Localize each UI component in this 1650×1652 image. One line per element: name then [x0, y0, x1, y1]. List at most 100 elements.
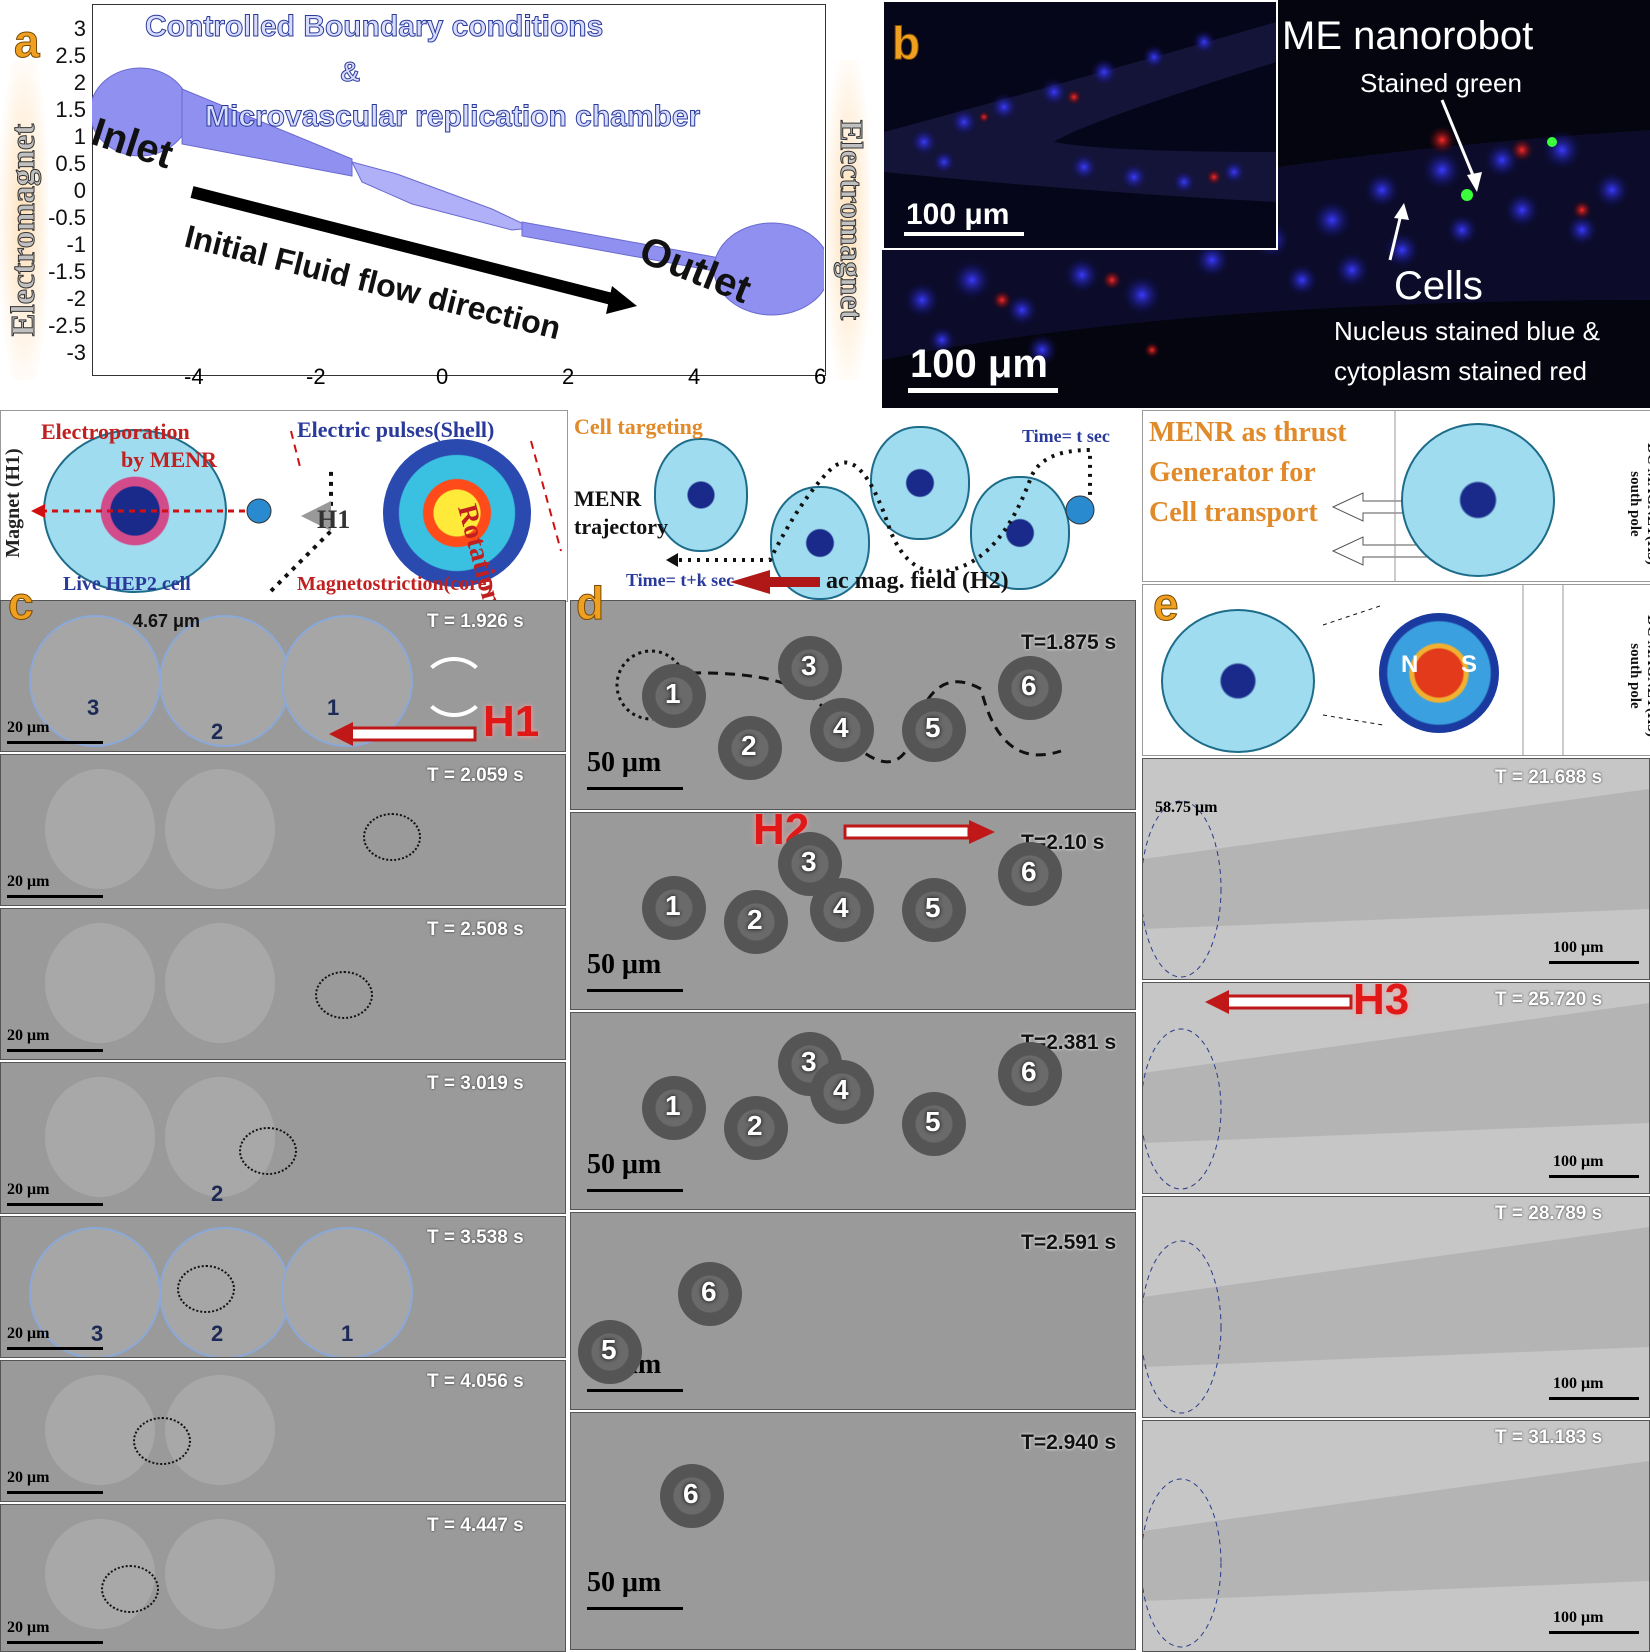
- y-tick: -1.5: [48, 259, 86, 284]
- h1-field-arrow: [329, 722, 477, 746]
- outlet-reservoir: [713, 222, 824, 316]
- panel-e-cell: [1161, 609, 1315, 753]
- electromagnet-left-bar: [0, 60, 48, 380]
- nanorobot-label: ME nanorobot: [1282, 14, 1534, 58]
- scale-bar: [7, 1641, 103, 1644]
- panel-letter-e: e: [1153, 578, 1180, 630]
- time-t-label: Time= t sec: [1022, 426, 1110, 446]
- scale-bar: [7, 741, 103, 744]
- schematic-panel-e: e N S DC MAGNET(H3) south pole: [1142, 578, 1650, 756]
- electroporation-line2: by MENR: [121, 447, 217, 472]
- cell-number: 6: [1021, 856, 1037, 887]
- cell-number: 3: [801, 1046, 817, 1077]
- y-axis-ticks: 3 2.5 2 1.5 1 0.5 0 -0.5 -1 -1.5 -2 -2.5…: [40, 10, 88, 370]
- cell-blob: [998, 1042, 1062, 1106]
- frame-time: T = 3.019 s: [427, 1073, 524, 1094]
- scale-label: 100 μm: [1553, 1375, 1604, 1392]
- panel-letter-b: b: [891, 17, 921, 69]
- cell-number: 2: [747, 1110, 763, 1141]
- panel-a: Electromagnet a 3 2.5 2 1.5 1 0.5 0 -0.5…: [0, 0, 870, 390]
- cell-number: 3: [801, 846, 817, 877]
- schematic-electroporation: Magnet (H1) Electroporation by MENR Elec…: [0, 410, 568, 610]
- panel-d: T=1.875 s 50 μm H2 T=2.10 s 50 μm T=2.38…: [570, 600, 1136, 1650]
- scale-bar: [587, 1189, 683, 1192]
- panel-e-frame: T = 31.183 s 100 μm: [1142, 1420, 1650, 1652]
- cell-number: 4: [833, 1074, 849, 1105]
- stain-line2: cytoplasm stained red: [1334, 356, 1587, 386]
- electromagnet-left-label: Electromagnet: [5, 123, 43, 337]
- cell-blob: [902, 1092, 966, 1156]
- electric-pulses-label: Electric pulses(Shell): [297, 417, 495, 442]
- scale-label: 50 μm: [587, 949, 662, 980]
- scale-bar: [587, 1389, 683, 1392]
- cell-blob: [810, 698, 874, 762]
- cell-number: 4: [833, 712, 849, 743]
- frame-time: T = 4.447 s: [427, 1515, 524, 1536]
- scale-label: 20 μm: [7, 873, 50, 890]
- cell-number: 2: [211, 1321, 224, 1346]
- h3-field-arrow: [1205, 990, 1353, 1014]
- magnetostriction-sphere: [383, 439, 531, 587]
- y-tick: 2: [73, 70, 86, 95]
- frame-time: T = 4.056 s: [427, 1371, 524, 1392]
- scale-label: 20 μm: [7, 1325, 50, 1342]
- cell-blob: [902, 698, 966, 762]
- h1-label: H1: [483, 697, 540, 746]
- panel-d-frame: T=2.591 s 50 μm: [570, 1212, 1136, 1410]
- electroporation-line1: Electroporation: [41, 419, 190, 444]
- y-tick: -3: [66, 340, 86, 365]
- cell-number: 1: [665, 890, 681, 921]
- y-tick: 0.5: [55, 151, 86, 176]
- panel-c-frame: T = 4.447 s 20 μm: [0, 1504, 566, 1652]
- panel-a-title-line2: &: [339, 56, 361, 88]
- stained-green-label: Stained green: [1360, 68, 1522, 98]
- frame-time: T = 2.508 s: [427, 919, 524, 940]
- cell-blob: [678, 1262, 742, 1326]
- cell-blob: [902, 878, 966, 942]
- y-tick: 1.5: [55, 97, 86, 122]
- panel-d-frame: T=2.940 s 50 μm: [570, 1412, 1136, 1650]
- s-pole-label: S: [1461, 651, 1478, 678]
- cell-number: 5: [925, 712, 941, 743]
- live-cell-label: Live HEP2 cell: [63, 573, 191, 595]
- panel-e: T = 21.688 s 58.75 μm 100 μm H3 T = 25.7…: [1142, 758, 1650, 1652]
- panel-a-title-line1: Controlled Boundary conditions: [144, 10, 604, 44]
- cell-number: 6: [683, 1478, 699, 1509]
- cell-number: 3: [87, 695, 100, 720]
- scale-label: 50 μm: [587, 747, 662, 778]
- cell-number: 5: [601, 1334, 617, 1365]
- capillary: [1143, 789, 1649, 978]
- cell-number: 2: [747, 904, 763, 935]
- cell-number: 2: [211, 1181, 224, 1206]
- cell-blob: [660, 1464, 724, 1528]
- panel-b: 100 μm b ME nanorobot Stained green Cell…: [882, 0, 1650, 408]
- panel-c-frame: T = 3.019 s 2 20 μm: [0, 1062, 566, 1214]
- magnetostriction-label: Magnetostriction(core): [297, 573, 494, 595]
- inlet-channel: [181, 88, 353, 177]
- distance-label: 58.75 μm: [1155, 799, 1218, 816]
- frame-time: T = 31.183 s: [1495, 1427, 1603, 1448]
- scale-bar: [1549, 1397, 1639, 1400]
- scale-label: 50 μm: [587, 1567, 662, 1598]
- y-tick: -1: [66, 232, 86, 257]
- cell-number: 4: [833, 892, 849, 923]
- panel-c-frame: T = 2.508 s 20 μm: [0, 908, 566, 1060]
- scale-bar: [1549, 1175, 1639, 1178]
- frame-time: T = 21.688 s: [1495, 767, 1603, 788]
- frame-time: T=1.875 s: [1021, 631, 1117, 654]
- cell-number: 5: [925, 892, 941, 923]
- panel-c-frame: T = 3.538 s 3 2 1 20 μm: [0, 1216, 566, 1358]
- scale-bar: [587, 989, 683, 992]
- thrust-line1: MENR as thrust: [1149, 417, 1347, 448]
- y-tick: 0: [73, 178, 86, 203]
- cell-number: 6: [1021, 1056, 1037, 1087]
- scale-label: 20 μm: [7, 1181, 50, 1198]
- cell-blob: [778, 636, 842, 700]
- flow-arrow-line: [190, 186, 614, 305]
- thrust-line3: Cell transport: [1149, 497, 1318, 528]
- frame-time: T = 1.926 s: [427, 611, 524, 632]
- scale-bar: [587, 787, 683, 790]
- panel-e-lines: [1322, 585, 1564, 755]
- thrust-line2: Generator for: [1149, 457, 1316, 488]
